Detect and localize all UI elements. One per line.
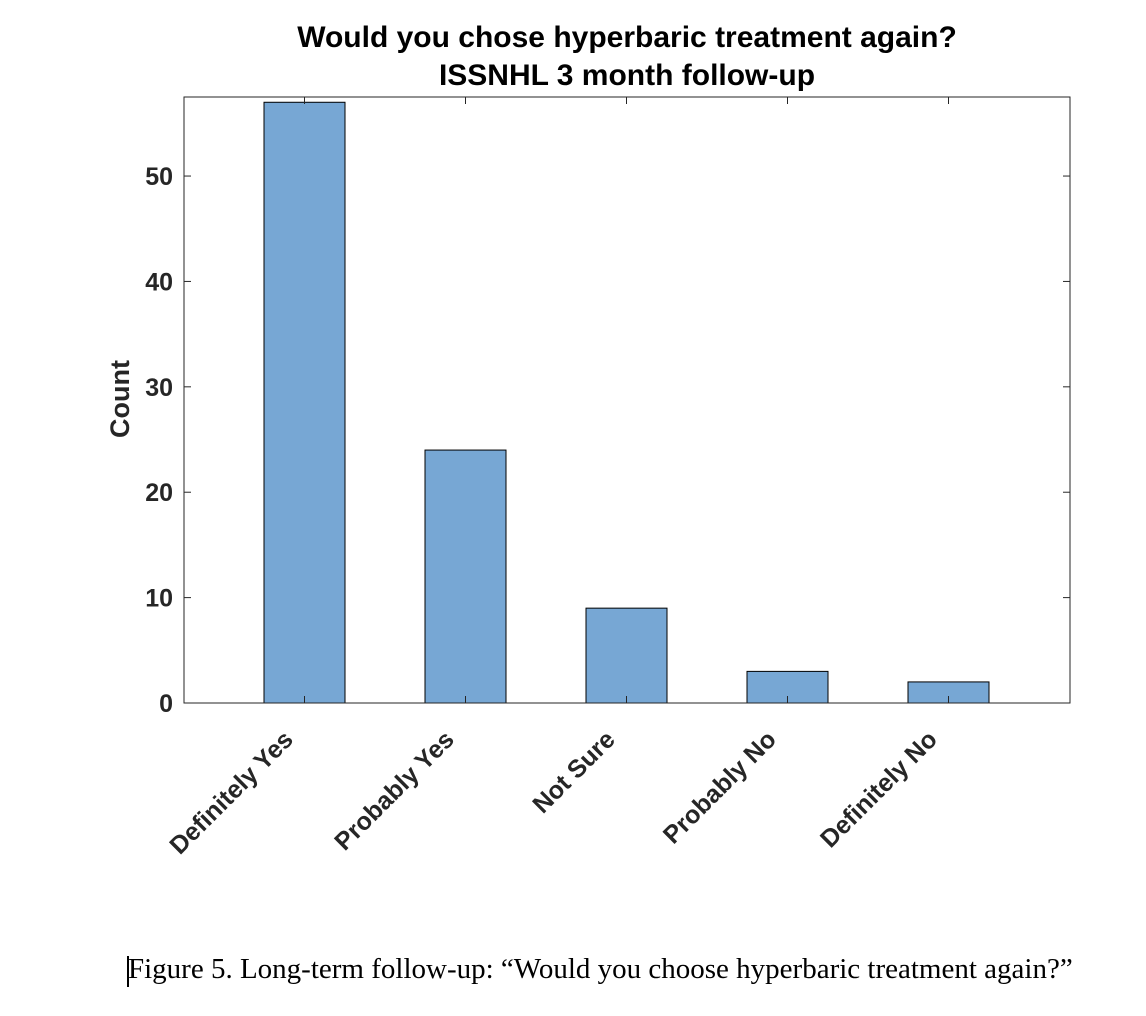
y-axis-label: Count xyxy=(105,360,135,438)
bar-not-sure xyxy=(585,607,668,704)
x-tick-label: Probably No xyxy=(658,725,782,849)
bar-definitely-yes xyxy=(263,101,346,704)
bar-probably-yes xyxy=(424,449,507,704)
y-tick-label: 20 xyxy=(145,479,173,507)
y-tick-label: 50 xyxy=(145,163,173,191)
chart-title-line-1: Would you chose hyperbaric treatment aga… xyxy=(297,21,957,54)
figure-caption: Figure 5. Long-term follow-up: “Would yo… xyxy=(128,953,1073,985)
plot-area-frame xyxy=(183,96,1071,704)
y-tick-label: 0 xyxy=(159,690,173,718)
y-tick-label: 10 xyxy=(145,585,173,613)
x-tick-label: Definitely No xyxy=(815,725,943,853)
text-cursor xyxy=(127,956,129,987)
x-tick-label: Probably Yes xyxy=(329,725,460,856)
y-tick-label: 30 xyxy=(145,374,173,402)
y-tick-label: 40 xyxy=(145,268,173,296)
x-tick-label: Not Sure xyxy=(527,725,621,819)
chart-title-line-2: ISSNHL 3 month follow-up xyxy=(439,59,815,92)
x-tick-label: Definitely Yes xyxy=(164,725,298,859)
